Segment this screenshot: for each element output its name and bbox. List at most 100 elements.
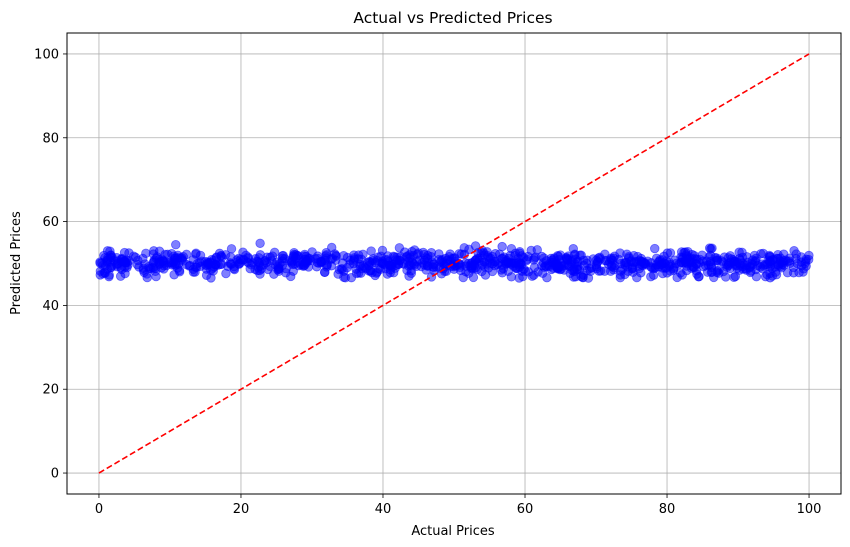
data-point xyxy=(149,257,159,267)
y-tick-label: 0 xyxy=(51,467,59,482)
data-point xyxy=(171,239,181,250)
data-point xyxy=(773,253,783,264)
data-point xyxy=(646,262,656,272)
y-tick-label: 20 xyxy=(42,383,59,398)
data-point xyxy=(207,263,218,274)
data-point xyxy=(124,248,134,258)
data-point xyxy=(648,270,659,280)
data-point xyxy=(741,264,751,274)
data-point xyxy=(489,257,500,267)
data-point xyxy=(682,265,692,276)
data-point xyxy=(689,251,700,261)
data-point xyxy=(379,259,390,269)
data-point xyxy=(568,243,578,254)
data-point xyxy=(664,257,674,267)
data-point xyxy=(681,250,691,260)
data-point xyxy=(505,250,515,261)
y-tick-label: 100 xyxy=(34,47,59,62)
data-point xyxy=(516,251,527,261)
data-point xyxy=(355,259,365,270)
data-point xyxy=(563,251,573,261)
data-point xyxy=(170,258,181,269)
x-axis-label: Actual Prices xyxy=(411,524,495,539)
data-point xyxy=(636,256,646,266)
data-point xyxy=(261,257,272,268)
data-point xyxy=(712,253,722,263)
x-tick-label: 20 xyxy=(233,502,250,517)
data-point xyxy=(516,258,526,269)
data-point xyxy=(336,264,346,274)
data-point xyxy=(426,247,437,258)
data-point xyxy=(364,256,375,267)
data-point xyxy=(650,243,660,254)
data-point xyxy=(150,266,161,277)
data-point xyxy=(235,254,246,265)
data-point xyxy=(158,256,168,266)
data-point xyxy=(364,266,374,276)
data-point xyxy=(397,258,408,268)
data-point xyxy=(627,264,638,274)
data-point xyxy=(615,248,625,258)
data-point xyxy=(575,250,585,260)
reference-line-segment xyxy=(98,53,810,474)
data-point xyxy=(581,258,592,268)
data-point xyxy=(95,270,105,280)
data-point xyxy=(751,256,761,266)
plot-frame xyxy=(66,32,842,495)
data-points xyxy=(95,238,814,283)
data-point xyxy=(221,268,231,279)
data-point xyxy=(725,251,736,261)
data-point xyxy=(523,267,534,277)
data-point xyxy=(742,252,752,262)
data-point xyxy=(506,272,517,282)
data-point xyxy=(556,264,566,274)
data-point xyxy=(255,238,265,248)
data-point xyxy=(698,256,708,266)
data-point xyxy=(406,260,416,270)
x-axis-ticks: 0 20 40 60 80 100 xyxy=(95,494,822,517)
x-tick-label: 100 xyxy=(797,502,822,517)
data-point xyxy=(366,246,376,256)
data-point xyxy=(619,258,630,268)
data-point xyxy=(714,265,724,275)
data-point xyxy=(764,256,775,266)
data-point xyxy=(707,243,717,253)
data-point xyxy=(532,245,542,255)
x-tick-label: 80 xyxy=(659,502,676,517)
data-point xyxy=(106,250,116,260)
data-point xyxy=(702,267,713,277)
x-tick-label: 40 xyxy=(375,502,392,517)
data-point xyxy=(188,255,198,265)
data-point xyxy=(389,252,400,262)
data-point xyxy=(553,250,563,261)
data-point xyxy=(461,261,471,271)
data-point xyxy=(798,267,808,277)
data-point xyxy=(406,268,417,278)
data-point xyxy=(600,266,610,276)
data-point xyxy=(305,253,315,264)
data-point xyxy=(326,254,336,264)
data-point xyxy=(458,272,468,283)
data-point xyxy=(544,261,555,272)
data-point xyxy=(120,268,130,279)
y-tick-label: 40 xyxy=(42,299,59,314)
data-point xyxy=(651,253,662,263)
data-point xyxy=(477,266,487,277)
x-tick-label: 60 xyxy=(517,502,534,517)
data-point xyxy=(226,244,237,254)
y-axis-label: Predicted Prices xyxy=(9,211,24,315)
data-point xyxy=(497,241,507,252)
data-point xyxy=(130,252,141,263)
data-point xyxy=(476,247,486,257)
data-point xyxy=(289,247,299,258)
data-point xyxy=(226,259,237,269)
data-point xyxy=(791,249,801,259)
x-tick-label: 0 xyxy=(95,502,103,517)
data-point xyxy=(320,267,330,277)
y-axis-ticks: 0 20 40 60 80 100 xyxy=(34,47,67,482)
data-point xyxy=(583,273,594,283)
data-point xyxy=(595,252,605,263)
data-point xyxy=(370,270,380,281)
data-point xyxy=(274,266,284,276)
